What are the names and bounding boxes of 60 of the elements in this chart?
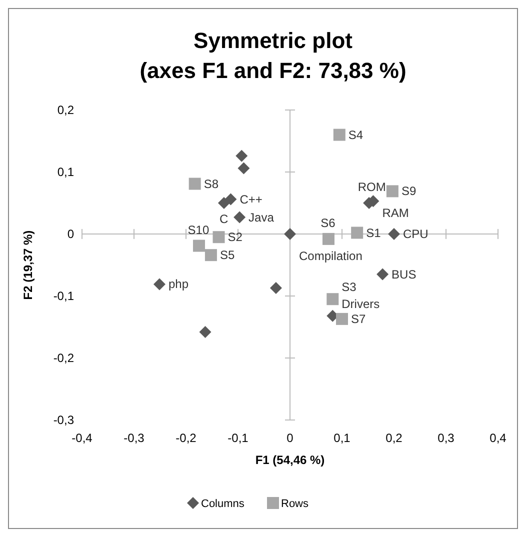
annotation: RAM	[382, 206, 409, 220]
legend-label: Columns	[201, 498, 245, 510]
x-tick-label: -0,2	[176, 431, 197, 445]
point	[336, 312, 348, 325]
annotation: S2	[228, 230, 243, 244]
y-tick-label: -0,2	[53, 351, 74, 365]
point	[238, 162, 250, 174]
x-tick-label: -0,4	[72, 431, 93, 445]
y-axis-title: F2 (19,37 %)	[21, 230, 35, 300]
x-tick-label: 0	[286, 431, 294, 445]
point	[188, 178, 201, 190]
x-tick-label: -0,3	[124, 431, 145, 445]
point	[376, 268, 389, 280]
point	[386, 185, 398, 198]
y-tick-label: -0,1	[53, 289, 74, 303]
annotation: CPU	[403, 227, 428, 241]
x-tick-label: 0,4	[490, 431, 507, 445]
annotation: Drivers	[342, 296, 380, 311]
annotation: C	[220, 212, 229, 226]
point	[326, 293, 339, 306]
annotation: C++	[240, 192, 262, 206]
annotation: S6	[320, 216, 336, 230]
annotation: S4	[348, 128, 364, 142]
annotation: S7	[351, 312, 366, 326]
x-tick-label: 0,1	[334, 431, 351, 445]
y-tick-label: -0,3	[53, 413, 74, 427]
y-tick-label: 0,1	[57, 165, 74, 179]
annotation: ROM	[358, 180, 386, 194]
point	[388, 228, 400, 240]
point	[153, 278, 166, 290]
x-tick-label: 0,2	[386, 431, 403, 445]
annotation: php	[168, 277, 189, 292]
annotation: S8	[204, 176, 219, 191]
point	[333, 128, 346, 141]
y-tick-label: 0	[67, 227, 74, 241]
annotation: S5	[220, 248, 235, 262]
annotation: S3	[342, 280, 357, 294]
point	[212, 231, 225, 244]
x-axis-title: F1 (54,46 %)	[255, 453, 325, 467]
point	[234, 211, 246, 224]
point	[270, 282, 282, 294]
annotation: S10	[188, 222, 210, 237]
point	[322, 232, 334, 245]
point	[204, 249, 217, 262]
annotation: Compilation	[299, 249, 362, 263]
x-tick-label: -0,1	[228, 431, 249, 445]
annotation: S1	[366, 226, 382, 240]
point	[351, 226, 364, 239]
annotation: Java	[248, 210, 274, 224]
annotation: S9	[401, 184, 416, 198]
point	[218, 197, 230, 209]
y-tick-label: 0,2	[57, 103, 74, 117]
x-tick-label: 0,3	[438, 431, 455, 445]
point	[199, 326, 212, 338]
point	[193, 240, 205, 252]
legend-label: Rows	[281, 498, 310, 510]
point	[236, 150, 248, 162]
chart-title: Symmetric plot (axes F1 and F2: 73,83 %)	[140, 28, 406, 83]
point	[284, 228, 296, 240]
annotation: BUS	[392, 267, 416, 282]
